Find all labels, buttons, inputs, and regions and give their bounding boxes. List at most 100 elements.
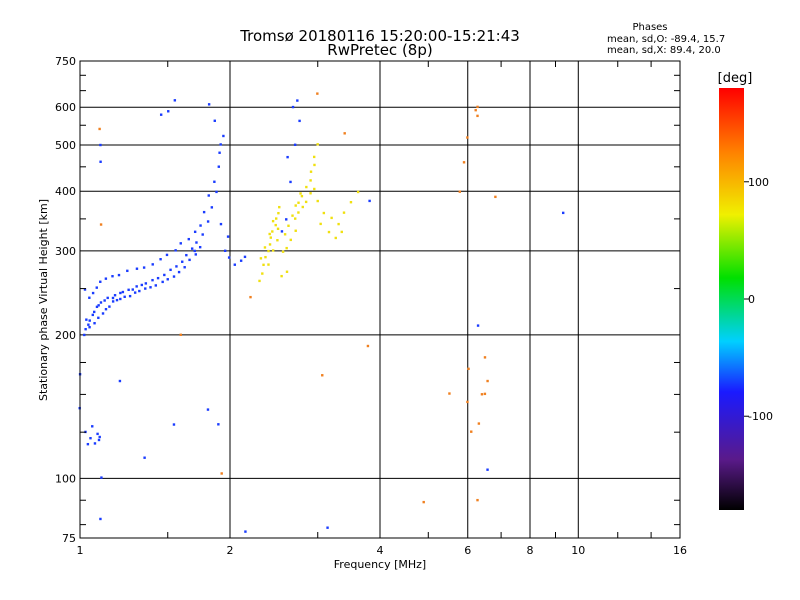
data-point: [337, 222, 340, 226]
data-point: [123, 295, 126, 298]
data-point: [135, 285, 138, 288]
data-point: [287, 224, 290, 227]
data-point: [103, 299, 106, 302]
data-point: [263, 246, 267, 249]
data-point: [448, 392, 451, 395]
data-point: [149, 286, 152, 289]
data-point: [474, 108, 477, 112]
phase-legend-x-mode: mean, sd,X: 89.4, 20.0: [607, 45, 721, 56]
data-point: [293, 143, 297, 146]
data-point: [195, 241, 198, 244]
data-point: [276, 239, 279, 242]
data-point: [138, 289, 141, 293]
data-point: [561, 211, 565, 215]
data-point: [99, 517, 102, 521]
data-point: [84, 327, 87, 331]
data-point: [494, 195, 497, 199]
axis-ticks: 1 2 4 6 8 10 16 75 100 200 300 400 500 600 750: [55, 55, 687, 557]
data-point: [264, 255, 267, 259]
data-point: [219, 222, 223, 226]
data-point: [458, 190, 462, 193]
data-point: [477, 422, 481, 425]
data-point: [88, 319, 91, 322]
data-point: [271, 249, 275, 252]
data-point: [219, 143, 222, 146]
data-point: [165, 253, 169, 257]
data-point: [169, 268, 172, 272]
data-point: [83, 288, 87, 291]
y-tick-label: 300: [55, 245, 76, 258]
data-point: [163, 273, 166, 277]
y-tick-label: 75: [62, 532, 76, 545]
data-point: [283, 233, 287, 236]
data-point: [85, 318, 88, 321]
data-point: [188, 258, 191, 262]
data-point: [226, 235, 230, 238]
data-point: [299, 192, 302, 195]
data-point: [207, 194, 210, 197]
colorbar-tick-label: -100: [748, 410, 773, 423]
data-point: [466, 136, 469, 139]
data-point: [175, 265, 178, 268]
data-point: [172, 423, 176, 426]
data-point: [174, 249, 177, 252]
x-tick-label: 1: [77, 544, 84, 557]
data-point: [104, 308, 108, 311]
data-point: [117, 273, 121, 277]
data-point: [301, 205, 304, 209]
data-point: [98, 435, 101, 439]
data-point: [206, 408, 210, 411]
y-tick-label: 400: [55, 185, 76, 198]
data-point: [126, 269, 129, 273]
y-tick-label: 500: [55, 139, 76, 152]
data-point: [144, 287, 147, 290]
data-point: [342, 211, 346, 214]
data-point: [190, 247, 194, 250]
data-point: [106, 296, 109, 300]
data-point: [316, 199, 319, 203]
plot-frame: [79, 60, 681, 539]
data-point: [218, 151, 221, 154]
data-point: [280, 274, 283, 278]
data-point: [97, 438, 101, 442]
data-point: [223, 249, 227, 252]
data-point: [97, 316, 100, 320]
data-point: [316, 92, 319, 95]
data-point: [167, 110, 170, 113]
data-point: [285, 246, 288, 250]
data-point: [83, 333, 86, 337]
data-point: [194, 253, 197, 256]
data-point: [118, 379, 122, 383]
data-point: [285, 218, 288, 221]
data-point: [108, 305, 111, 308]
data-point: [87, 323, 90, 326]
data-point: [278, 205, 281, 209]
data-point: [93, 310, 96, 314]
data-point: [89, 436, 92, 440]
colorbar: [719, 88, 744, 510]
data-point: [286, 155, 289, 159]
data-point: [289, 238, 292, 242]
data-point: [313, 187, 316, 191]
data-point: [277, 211, 280, 215]
data-point: [467, 367, 470, 371]
chart-title-line-1: Tromsø 20180116 15:20:00-15:21:43: [240, 27, 520, 45]
data-point: [183, 266, 186, 269]
data-point: [316, 143, 319, 146]
data-point: [297, 201, 300, 204]
data-point: [368, 199, 371, 203]
data-point: [104, 277, 108, 280]
data-point: [470, 430, 473, 433]
data-point: [140, 283, 144, 287]
data-point: [127, 288, 130, 292]
colorbar-ticks: -100 0 100: [744, 176, 773, 423]
data-point: [227, 256, 231, 259]
data-point: [233, 263, 237, 266]
data-point: [486, 468, 489, 471]
data-point: [268, 232, 271, 236]
data-point: [327, 230, 331, 234]
data-point: [312, 155, 316, 159]
data-point: [93, 442, 97, 445]
data-point: [476, 114, 479, 118]
data-point: [135, 267, 139, 270]
